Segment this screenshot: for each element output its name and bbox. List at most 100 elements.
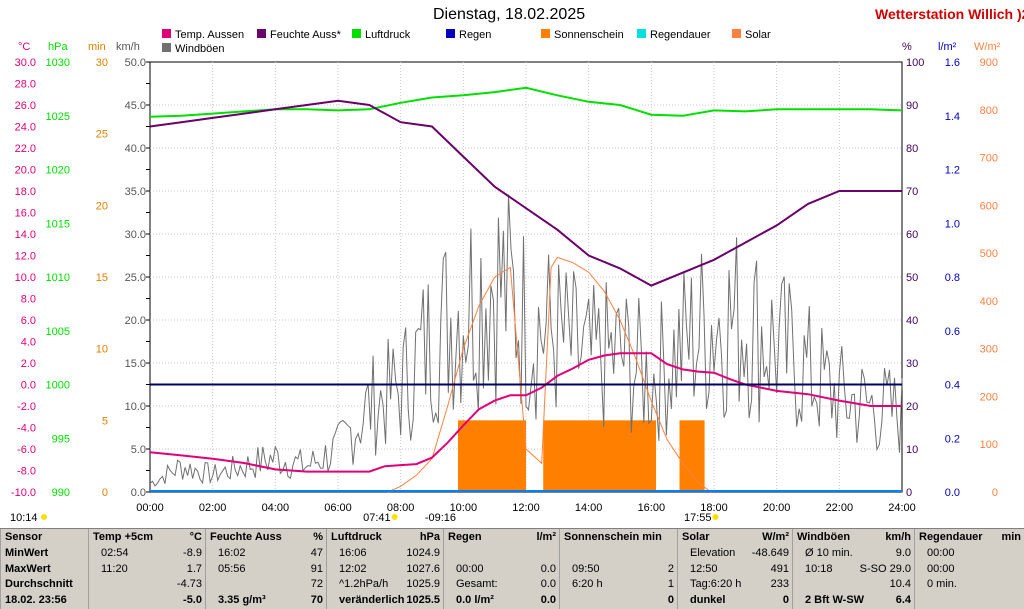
humidity-tick-label: 50 <box>906 272 918 284</box>
table-row: 12:02 1027.6 <box>327 562 444 578</box>
series-line-windboen <box>149 194 903 487</box>
time-tick-label: 18:00 <box>700 502 728 514</box>
sunshine-bar <box>458 420 526 492</box>
humidity-tick-label: 80 <box>906 143 918 155</box>
table-row: 09:50 2 <box>560 562 678 578</box>
table-cell: Elevation <box>690 547 736 559</box>
solar-tick-label: 700 <box>980 153 998 165</box>
wind-tick-label: 5.0 <box>131 444 146 456</box>
sun-tick-label: 5 <box>102 415 108 427</box>
pressure-unit-label: hPa <box>48 41 68 53</box>
time-tick-label: 00:00 <box>136 502 164 514</box>
table-column-header: Regen l/m² <box>444 529 560 546</box>
table-unit: % <box>313 531 323 543</box>
sun-unit-label: min <box>88 41 106 53</box>
wind-tick-label: 45.0 <box>125 100 146 112</box>
wind-tick-label: 30.0 <box>125 229 146 241</box>
table-unit: hPa <box>419 531 440 543</box>
temp-tick-label: 24.0 <box>15 122 36 134</box>
wind-tick-label: 50.0 <box>125 57 146 69</box>
legend-swatch <box>541 29 550 38</box>
series-line-feuchte <box>149 99 902 287</box>
table-row: 12:50 491 <box>678 562 793 578</box>
legend-swatch <box>446 29 455 38</box>
rain-tick-label: 1.0 <box>945 218 960 230</box>
rain-tick-label: 0.6 <box>945 326 960 338</box>
table-cell: 0.0 <box>540 578 556 590</box>
table-cell: 47 <box>310 547 323 559</box>
table-cell: veränderlich <box>339 593 405 606</box>
temp-tick-label: 20.0 <box>15 165 36 177</box>
table-cell: 0.0 <box>540 593 556 606</box>
table-cell: -5.0 <box>183 593 202 606</box>
sunrise-label: 07:41 <box>363 512 391 524</box>
temp-tick-label: 4.0 <box>21 337 36 349</box>
table-cell: 10.4 <box>889 578 911 590</box>
humidity-tick-label: 20 <box>906 401 918 413</box>
wind-tick-label: 0.0 <box>131 487 146 499</box>
legend-swatch <box>352 29 361 38</box>
sun-tick-label: 10 <box>96 344 108 356</box>
table-cell: 6:20 h <box>572 578 603 590</box>
pressure-tick-label: 1015 <box>46 218 70 230</box>
table-cell: 3.35 g/m³ <box>218 593 266 606</box>
series-line-temp <box>149 352 902 473</box>
table-row: 00:00 0.0 <box>444 562 560 578</box>
table-cell: 0 <box>667 593 674 606</box>
table-cell: 70 <box>310 593 323 606</box>
temp-tick-label: 22.0 <box>15 143 36 155</box>
table-row: 10:18 S-SO 29.0 <box>793 562 915 578</box>
time-tick-label: 06:00 <box>324 502 352 514</box>
weather-chart: 30.0 28.0 26.0 24.0 22.0 20.0 18.0 16.0 14.0 12.0… <box>10 29 1001 524</box>
temp-tick-label: -6.0 <box>17 444 36 456</box>
table-column-header: Solar W/m² <box>678 529 793 546</box>
table-column: Regen l/m² 00:00 0.0 Gesamt: 0.0 0.0 l/m² 0.0 <box>443 529 560 609</box>
temp-tick-label: 0.0 <box>21 380 36 392</box>
table-cell: 1024.9 <box>406 547 440 559</box>
table-column: Feuchte Auss% 16:02 47 05:56 91 72 3.35 g/m³ 70 <box>205 529 327 609</box>
rain-tick-label: 0.2 <box>945 433 960 445</box>
table-unit: min <box>1001 531 1021 543</box>
table-cell: 05:56 <box>218 562 246 575</box>
table-row: -4.73 <box>89 577 206 593</box>
table-row: Ø 10 min. 9.0 <box>793 546 915 562</box>
legend-swatch <box>257 29 266 38</box>
table-row: veränderlich 1025.5 <box>327 593 444 609</box>
table-row: 0 <box>560 593 678 609</box>
table-cell: 1025.9 <box>406 578 440 590</box>
now-time-label: 10:14 <box>10 512 38 524</box>
now-sun-icon <box>41 514 47 520</box>
table-row <box>560 546 678 562</box>
pressure-tick-label: 1000 <box>46 380 70 392</box>
table-cell: 09:50 <box>572 562 600 575</box>
time-tick-label: 14:00 <box>575 502 603 514</box>
legend-label: Temp. Aussen <box>175 29 244 41</box>
temp-unit-label: °C <box>18 41 30 53</box>
solar-tick-label: 100 <box>980 439 998 451</box>
solar-tick-label: 0 <box>992 487 998 499</box>
wind-unit-label: km/h <box>116 41 140 53</box>
humidity-tick-label: 30 <box>906 358 918 370</box>
table-row: 00:00 <box>915 546 1024 562</box>
table-cell: 02:54 <box>101 547 129 559</box>
time-tick-label: 08:00 <box>387 502 415 514</box>
table-row: 3.35 g/m³ 70 <box>206 593 327 609</box>
table-row: 18.02. 23:56 <box>5 593 67 606</box>
solar-tick-label: 200 <box>980 391 998 403</box>
table-cell: -4.73 <box>176 578 202 590</box>
series-line-solar <box>387 256 712 493</box>
rain-tick-label: 0.4 <box>945 380 960 392</box>
table-cell: Gesamt: <box>456 578 498 590</box>
table-column: Solar W/m² Elevation -48.649 12:50 491 Tag:6:2… <box>677 529 793 609</box>
table-row: 02:54 -8.9 <box>89 546 206 562</box>
table-cell: Ø 10 min. <box>805 547 853 559</box>
table-row: Tag:6:20 h 233 <box>678 577 793 593</box>
table-cell: 0.0 <box>540 562 556 575</box>
temp-tick-label: -10.0 <box>11 487 36 499</box>
pressure-tick-label: 1020 <box>46 165 70 177</box>
humidity-tick-label: 60 <box>906 229 918 241</box>
sun-tick-label: 20 <box>96 200 108 212</box>
table-cell: 00:00 <box>927 562 955 575</box>
table-cell: 6.4 <box>895 593 911 606</box>
table-row: 72 <box>206 577 327 593</box>
